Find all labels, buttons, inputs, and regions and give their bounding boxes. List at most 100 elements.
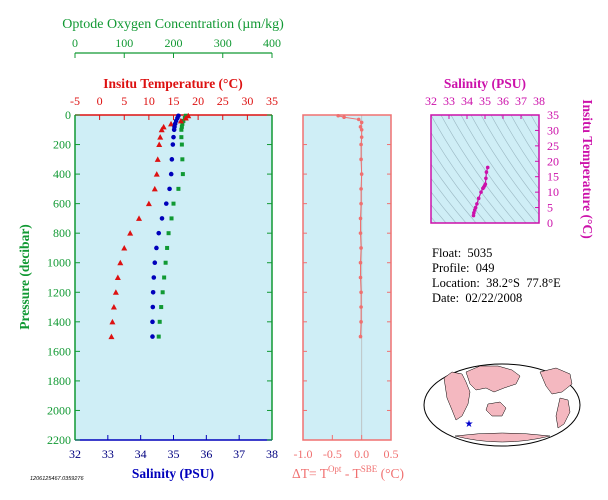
pressure-tick-label: 0 <box>65 108 71 122</box>
salinity-tick-label: 37 <box>233 447 245 461</box>
oxygen-point <box>179 142 184 147</box>
salinity-axis: Salinity (PSU) 32 33 34 35 36 37 38 <box>69 435 278 481</box>
salinity-point <box>163 201 169 206</box>
pressure-tick-label: 200 <box>53 138 71 152</box>
delta-t-line <box>338 115 363 337</box>
temperature-point <box>109 318 116 325</box>
temperature-point <box>182 114 189 121</box>
ts-xtick-label: 35 <box>479 94 491 108</box>
pressure-tick-label: 1600 <box>47 344 71 358</box>
salinity-point <box>154 245 159 251</box>
density-contour <box>520 115 539 147</box>
ts-line <box>472 167 489 216</box>
oxygen-point <box>176 186 181 191</box>
temperature-point <box>157 134 164 140</box>
delta-t-pressure-ticks <box>303 114 391 441</box>
salinity-tick-label: 36 <box>200 447 212 461</box>
map-landmasses <box>443 365 573 443</box>
temperature-axis-label: Insitu Temperature (°C) <box>103 76 242 91</box>
density-contour <box>431 163 477 223</box>
ts-ytick-label: 0 <box>547 216 553 230</box>
pressure-tick-label: 1000 <box>47 256 71 270</box>
delta-t-plot-area <box>303 115 391 440</box>
salinity-point <box>152 260 158 266</box>
temperature-series <box>108 112 192 340</box>
temperature-point <box>117 259 124 266</box>
ts-ytick-label: 15 <box>547 170 559 184</box>
landmass-africa-europe <box>443 371 471 421</box>
pressure-ticks: 0 200 400 600 800 1000 1200 1400 1600 1800 2000 220… <box>47 108 80 447</box>
density-contour <box>431 204 447 223</box>
ts-series <box>471 165 490 218</box>
oxygen-point <box>165 245 170 250</box>
ts-ytick-label: 35 <box>547 108 559 122</box>
temperature-point <box>158 126 165 133</box>
delta-t-label-mid: - T <box>341 466 361 481</box>
oxygen-point <box>166 231 171 236</box>
ts-xtick-label: 34 <box>461 94 473 108</box>
salinity-point <box>150 304 156 310</box>
density-contour <box>460 115 537 223</box>
delta-t-point <box>336 113 341 118</box>
temperature-point <box>112 289 119 295</box>
salinity-point <box>171 127 177 133</box>
temperature-point <box>136 215 143 221</box>
temperature-point <box>156 141 163 148</box>
salinity-axis-label: Salinity (PSU) <box>132 466 214 481</box>
oxygen-point <box>163 260 168 265</box>
temperature-point <box>168 120 175 127</box>
salinity-tick-label: 32 <box>69 447 81 461</box>
salinity-point <box>150 289 156 295</box>
salinity-point <box>170 142 176 147</box>
temperature-point <box>114 274 121 280</box>
density-contour <box>431 148 487 223</box>
delta-t-point <box>358 334 363 339</box>
delta-t-panel: -1.0 -0.5 0.0 0.5 ΔT= TOpt - TSBE (°C) <box>292 113 404 481</box>
temperature-tick-label: 5 <box>121 94 127 108</box>
pressure-tick-label: 2200 <box>47 433 71 447</box>
pressure-tick-label: 1400 <box>47 315 71 329</box>
temperature-tick-label: 20 <box>192 94 204 108</box>
salinity-point <box>150 319 155 325</box>
world-map: ★ <box>423 363 581 447</box>
star-marker-icon: ★ <box>465 419 474 430</box>
salinity-point <box>159 216 165 221</box>
pressure-tick-label: 1800 <box>47 374 71 388</box>
salinity-point <box>171 134 176 140</box>
temperature-point <box>110 304 117 310</box>
delta-t-tick-label: -1.0 <box>294 447 313 461</box>
delta-t-label-sup2: SBE <box>361 464 378 474</box>
ts-panel: Salinity (PSU) Insitu Temperature (°C) 3… <box>425 76 595 239</box>
ts-ytick-label: 10 <box>547 185 559 199</box>
profile-panel: Optode Oxygen Concentration (µm/kg) 0 100… <box>17 17 284 481</box>
salinity-series <box>150 113 181 339</box>
density-contour <box>500 115 539 177</box>
temperature-tick-label: 30 <box>241 94 253 108</box>
landmass-south-america <box>555 397 571 429</box>
oxygen-point <box>171 201 176 206</box>
ts-density-contours <box>431 115 539 223</box>
density-contour <box>440 115 517 223</box>
landmass-north-america <box>539 367 573 395</box>
landmass-australia <box>485 401 507 417</box>
oxygen-point <box>179 124 184 129</box>
delta-t-tick-label: -0.5 <box>323 447 342 461</box>
delta-t-axis: -1.0 -0.5 0.0 0.5 <box>294 114 399 461</box>
temperature-tick-label: 15 <box>168 94 180 108</box>
temperature-point <box>151 185 158 192</box>
salinity-tick-label: 38 <box>266 447 278 461</box>
delta-t-label-left: ΔT= T <box>292 466 329 481</box>
float-id: Float: 5035 <box>432 246 493 260</box>
delta-t-tick-label: 0.5 <box>384 447 399 461</box>
ts-ytick-label: 30 <box>547 123 559 137</box>
temperature-tick-label: 0 <box>97 94 103 108</box>
ts-xtick-label: 38 <box>533 94 545 108</box>
oxygen-axis-label: Optode Oxygen Concentration (µm/kg) <box>62 17 284 32</box>
oxygen-tick-label: 400 <box>263 36 281 50</box>
pressure-tick-label: 2000 <box>47 403 71 417</box>
salinity-point <box>167 186 172 192</box>
salinity-point <box>150 334 155 339</box>
oxygen-tick-label: 0 <box>72 36 78 50</box>
oxygen-point <box>180 121 185 126</box>
